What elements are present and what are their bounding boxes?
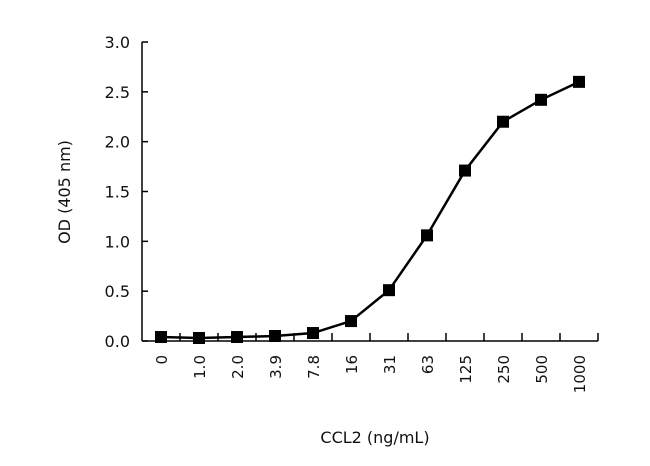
data-point-marker: [269, 330, 281, 343]
y-tick-label: 0.0: [105, 332, 130, 351]
x-tick-label: 63: [419, 355, 437, 374]
x-tick-label: 7.8: [305, 355, 323, 379]
y-tick-label: 0.5: [105, 282, 130, 301]
x-tick-label: 125: [457, 355, 475, 384]
data-point-marker: [459, 164, 471, 177]
series-line: [160, 80, 580, 340]
x-tick-label: 1.0: [191, 355, 209, 379]
data-point-marker: [383, 284, 395, 297]
data-point-marker: [155, 331, 167, 344]
x-tick-label: 0: [153, 355, 171, 365]
x-tick-label: 16: [343, 355, 361, 374]
y-tick-label: 2.5: [105, 83, 130, 102]
x-tick-label: 2.0: [229, 355, 247, 379]
x-tick-label: 31: [381, 355, 399, 374]
data-point-marker: [497, 115, 509, 128]
data-point-marker: [421, 229, 433, 242]
x-tick-label: 1000: [571, 355, 589, 393]
x-tick-label: 250: [495, 355, 513, 384]
data-point-marker: [193, 332, 205, 345]
y-tick-label: 1.5: [105, 183, 130, 202]
data-point-marker: [573, 75, 585, 88]
y-axis-label: OD (405 nm): [55, 140, 74, 244]
x-axis-label: CCL2 (ng/mL): [320, 428, 429, 447]
y-tick-label: 2.0: [105, 133, 130, 152]
y-tick-label: 3.0: [105, 33, 130, 52]
data-point-marker: [345, 315, 357, 328]
data-point-marker: [231, 331, 243, 344]
x-tick-label: 3.9: [267, 355, 285, 379]
y-tick-label: 1.0: [105, 232, 130, 251]
x-tick-label: 500: [533, 355, 551, 384]
data-point-marker: [307, 327, 319, 340]
data-point-marker: [535, 93, 547, 106]
